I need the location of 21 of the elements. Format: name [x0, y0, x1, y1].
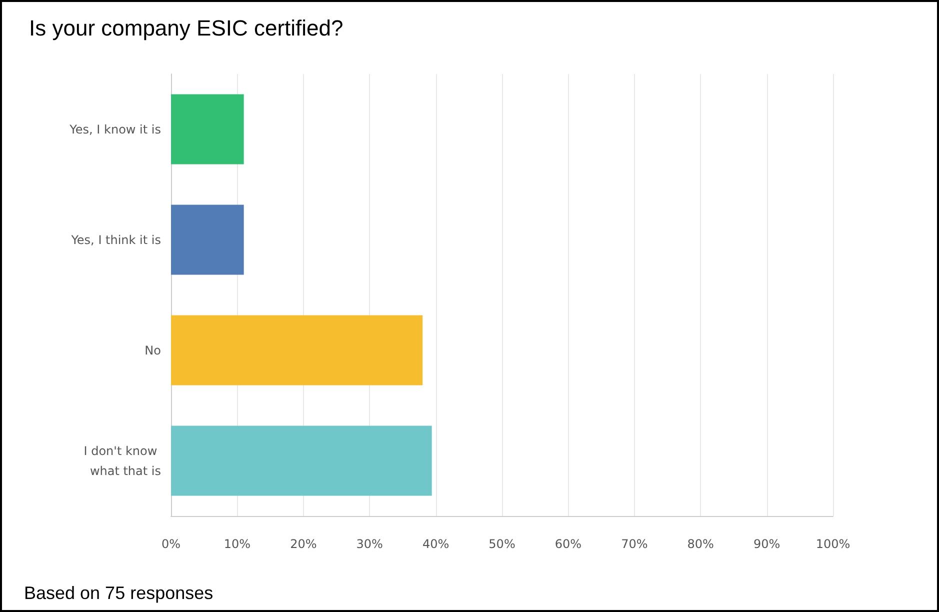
x-tick-label: 60% [554, 537, 582, 551]
bar [171, 426, 432, 496]
bar [171, 315, 423, 386]
x-tick-label: 80% [687, 537, 714, 551]
chart-title: Is your company ESIC certified? [29, 16, 344, 40]
text: Based on 75 responses [24, 583, 214, 603]
x-tick-label: 90% [753, 537, 780, 551]
x-tick-label: 40% [422, 537, 450, 551]
y-tick-label: Yes, I know it is [68, 122, 161, 136]
x-tick-label: 100% [816, 537, 850, 551]
y-tick-label: I don't know what that is [84, 444, 161, 478]
bar [171, 94, 244, 164]
y-tick-label: Yes, I think it is [70, 232, 161, 247]
x-tick-label: 0% [161, 537, 181, 551]
x-tick-label: 10% [224, 537, 251, 551]
x-tick-label: 30% [356, 537, 383, 551]
x-tick-label: 50% [488, 537, 516, 551]
x-tick-label: 70% [621, 537, 648, 551]
y-tick-label: No [144, 343, 161, 358]
x-tick-label: 20% [290, 537, 317, 551]
bar [171, 204, 244, 275]
